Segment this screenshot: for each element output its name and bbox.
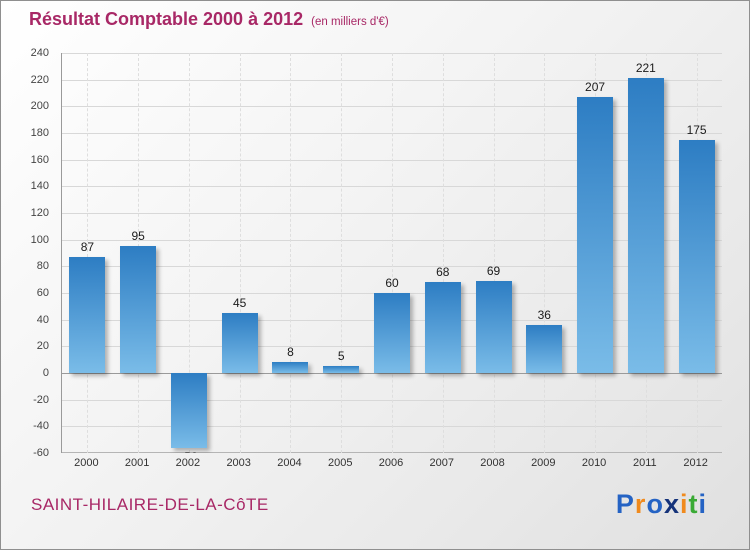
chart-subtitle: (en milliers d'€): [311, 16, 389, 28]
x-tick-label-2003: 2003: [226, 457, 251, 469]
x-tick-label-2002: 2002: [175, 457, 201, 469]
x-tick-label-2006: 2006: [378, 457, 404, 469]
bar-2004: [272, 362, 309, 373]
bar-2011: [627, 78, 664, 373]
y-tick-label: 200: [30, 100, 49, 113]
y-tick-label: 40: [36, 313, 49, 326]
vertical-gridline: [392, 53, 393, 453]
bar-value-label: 175: [686, 122, 707, 137]
x-axis-labels: 2000 2001 2002 2003 2004 2005 2006 2007 2008 2009…: [61, 457, 721, 473]
bar-2006: [373, 293, 410, 373]
x-tick-label-2004: 2004: [277, 457, 302, 469]
logo-letter: o: [646, 489, 664, 519]
bar-2000: [69, 257, 106, 373]
bar-value-label: 36: [537, 308, 551, 322]
x-tick-label-2007: 2007: [429, 457, 454, 469]
bar-value-label: 69: [486, 264, 501, 278]
logo-letter: x: [663, 489, 680, 519]
bar-2001: [120, 246, 157, 373]
y-tick-label: -60: [33, 447, 49, 459]
logo-letter: i: [698, 489, 707, 519]
logo-letter: t: [688, 489, 699, 519]
proxiti-logo: Proxiti: [616, 489, 707, 520]
x-tick-label-2000: 2000: [74, 457, 99, 469]
y-tick-label: 220: [30, 73, 49, 86]
vertical-gridline: [341, 53, 343, 453]
y-tick-label: 60: [36, 287, 49, 299]
bar-2003: [221, 313, 258, 373]
x-tick-label-2005: 2005: [327, 457, 353, 469]
bar-value-label: 45: [233, 296, 247, 310]
logo-letter: P: [615, 489, 635, 519]
bar-value-label: -56: [164, 450, 215, 453]
bar-2010: [577, 97, 614, 373]
y-tick-label: 120: [30, 207, 49, 219]
y-tick-label: 100: [30, 233, 49, 246]
bar-value-label: 221: [635, 61, 656, 76]
chart-title: Résultat Comptable 2000 à 2012: [29, 9, 304, 29]
bar-2008: [475, 281, 512, 373]
y-tick-label: 240: [30, 47, 49, 59]
y-tick-label: 140: [30, 180, 49, 193]
y-axis: 240 220 200 180 160 140 120 100 80 60 40 20 0 -20 -40-…: [1, 47, 55, 459]
vertical-gridline: [188, 53, 190, 453]
vertical-gridline: [544, 53, 546, 453]
bar-value-label: 95: [131, 229, 145, 244]
chart-header: Résultat Comptable 2000 à 2012 (en millie…: [29, 9, 389, 30]
y-tick-label: 0: [42, 367, 49, 379]
x-tick-label-2009: 2009: [531, 457, 556, 469]
bar-2009: [526, 325, 563, 373]
bar-value-label: 8: [287, 345, 294, 360]
bar-2012: [678, 139, 715, 373]
bar-value-label: 60: [385, 276, 399, 290]
vertical-gridline: [493, 53, 495, 453]
y-tick-label: 20: [36, 340, 49, 353]
x-tick-label-2008: 2008: [480, 457, 505, 469]
x-tick-label-2010: 2010: [581, 457, 607, 469]
bar-2007: [424, 282, 461, 373]
y-tick-label: -20: [33, 393, 49, 406]
x-tick-label-2001: 2001: [124, 457, 150, 469]
y-tick-label: 180: [30, 127, 49, 139]
logo-letter: r: [634, 489, 647, 519]
bar-2002: [170, 373, 207, 448]
bar-value-label: 87: [80, 240, 95, 254]
vertical-gridline: [442, 53, 444, 453]
vertical-gridline: [239, 53, 241, 453]
bar-2005: [323, 366, 360, 373]
y-tick-label: 160: [30, 153, 49, 166]
y-tick-label: 80: [36, 260, 49, 273]
vertical-gridline: [290, 53, 292, 453]
commune-name: SAINT-HILAIRE-DE-LA-CôTE: [31, 495, 269, 514]
bar-value-label: 5: [337, 349, 345, 364]
vertical-gridline: [87, 53, 89, 453]
bar-value-label: 68: [436, 265, 450, 280]
bar-value-label: 207: [585, 80, 606, 94]
plot-area: 87 95 -56 45 8 5 60 68 69 36 207 221 175: [61, 53, 722, 453]
logo-letter: i: [679, 489, 689, 519]
x-tick-label-2012: 2012: [683, 457, 708, 469]
x-tick-label-2011: 2011: [633, 457, 657, 469]
y-tick-label: -40: [33, 420, 49, 433]
